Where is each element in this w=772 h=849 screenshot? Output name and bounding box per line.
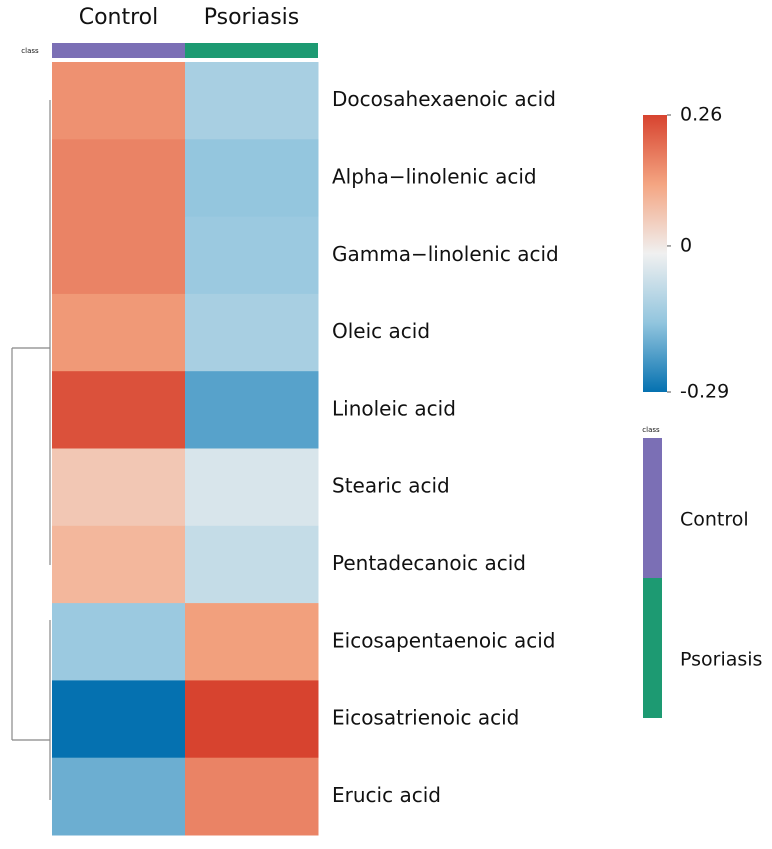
heatmap-cell xyxy=(52,62,186,140)
colorbar-tick-label: 0.26 xyxy=(680,104,722,126)
heatmap-cell xyxy=(52,525,186,604)
heatmap-cell xyxy=(185,216,319,295)
class-bar xyxy=(185,43,318,58)
row-label: Docosahexaenoic acid xyxy=(332,87,556,111)
heatmap-cell xyxy=(52,680,186,759)
heatmap-cell xyxy=(185,757,319,836)
row-label: Eicosatrienoic acid xyxy=(332,706,519,730)
row-label: Eicosapentaenoic acid xyxy=(332,628,556,652)
class-bar-label: class xyxy=(21,47,39,55)
row-label: Stearic acid xyxy=(332,474,450,498)
row-label: Linoleic acid xyxy=(332,396,456,420)
column-label: Control xyxy=(79,5,159,30)
row-label: Gamma−linolenic acid xyxy=(332,242,559,266)
colorbar-tick-label: -0.29 xyxy=(680,381,729,403)
colorbar xyxy=(643,115,667,392)
legend-label: Control xyxy=(680,509,749,531)
row-label: Pentadecanoic acid xyxy=(332,551,526,575)
column-label: Psoriasis xyxy=(204,5,299,30)
heatmap-cell xyxy=(185,62,319,140)
heatmap-cell xyxy=(185,680,319,759)
heatmap-cell xyxy=(185,139,319,218)
heatmap-cell xyxy=(52,757,186,836)
heatmap-cell xyxy=(185,525,319,604)
row-label: Erucic acid xyxy=(332,783,441,807)
heatmap-cell xyxy=(52,603,186,681)
legend-label: Psoriasis xyxy=(680,649,762,671)
legend-swatch xyxy=(643,438,662,578)
heatmap-cell xyxy=(52,371,186,449)
heatmap-cell xyxy=(52,216,186,295)
heatmap-cell xyxy=(185,293,319,372)
row-label: Oleic acid xyxy=(332,319,430,343)
legend-title: class xyxy=(642,426,660,434)
heatmap-cell xyxy=(185,448,319,527)
heatmap-cell xyxy=(52,448,186,527)
class-bar xyxy=(52,43,185,58)
heatmap-cell xyxy=(52,139,186,218)
colorbar-tick-label: 0 xyxy=(680,234,692,256)
row-label: Alpha−linolenic acid xyxy=(332,164,537,188)
heatmap-cell xyxy=(185,371,319,449)
heatmap-cell xyxy=(185,603,319,681)
legend-swatch xyxy=(643,578,662,718)
heatmap-cell xyxy=(52,293,186,372)
dendrogram xyxy=(11,100,51,800)
